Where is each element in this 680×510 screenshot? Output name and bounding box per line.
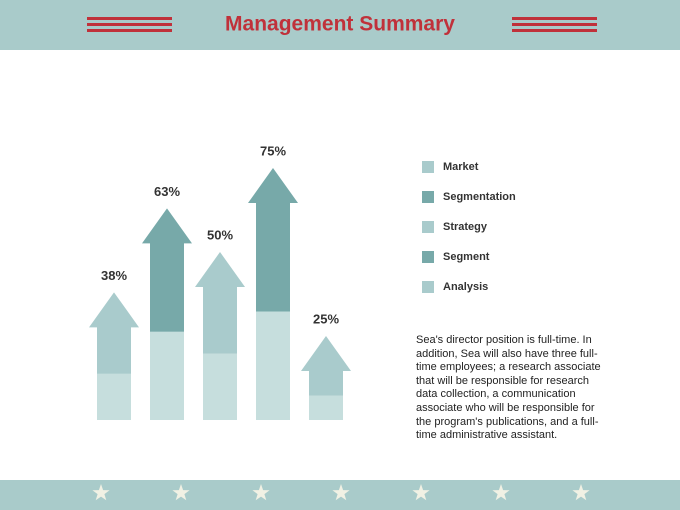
value-label: 38% <box>101 268 127 283</box>
value-label: 50% <box>207 227 233 242</box>
legend-swatch <box>422 251 434 263</box>
arrow-base <box>203 353 237 420</box>
legend-label: Analysis <box>443 281 488 293</box>
legend-swatch <box>422 191 434 203</box>
legend-swatch <box>422 221 434 233</box>
legend-swatch <box>422 161 434 173</box>
arrow-base <box>256 311 290 420</box>
star <box>572 484 590 501</box>
value-label: 63% <box>154 184 180 199</box>
legend-swatch <box>422 281 434 293</box>
legend-label: Market <box>443 161 479 173</box>
header-stripes-right <box>512 17 597 32</box>
star <box>172 484 190 501</box>
legend-label: Segmentation <box>443 191 516 203</box>
footer-stars <box>92 484 590 501</box>
star <box>492 484 510 501</box>
star <box>412 484 430 501</box>
slide-title: Management Summary <box>225 13 455 36</box>
body-text: Sea's director position is full-time. In… <box>416 334 601 442</box>
header-stripes-left <box>87 17 172 32</box>
star <box>92 484 110 501</box>
arrow-base <box>97 373 131 420</box>
arrow-base <box>150 331 184 420</box>
value-label: 25% <box>313 311 339 326</box>
value-label: 75% <box>260 143 286 158</box>
star <box>252 484 270 501</box>
legend-label: Strategy <box>443 221 488 233</box>
star <box>332 484 350 501</box>
legend-label: Segment <box>443 251 490 263</box>
arrow-base <box>309 395 343 420</box>
